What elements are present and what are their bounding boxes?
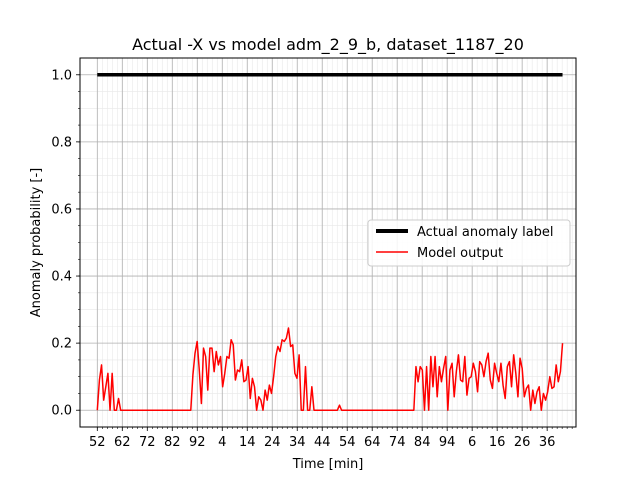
legend-label-actual: Actual anomaly label [417,225,554,240]
x-tick-label: 36 [539,435,556,450]
x-tick-label: 6 [468,435,476,450]
legend: Actual anomaly label Model output [367,219,571,267]
series-layer [96,73,564,411]
x-tick-label: 26 [514,435,531,450]
x-tick-label: 14 [239,435,256,450]
y-tick-label: 0.6 [51,202,72,217]
y-tick-label: 0.4 [51,270,72,285]
x-tick-label: 82 [164,435,181,450]
axis-ticks: 52 62 72 82 92 4 14 24 34 44 54 64 74 84 94 6 16 26 36 0.0 0… [51,68,573,450]
x-tick-label: 84 [414,435,431,450]
legend-box [367,219,571,267]
y-tick-label: 0.2 [51,337,72,352]
x-tick-label: 34 [289,435,306,450]
legend-label-model: Model output [417,246,503,261]
x-tick-label: 4 [218,435,226,450]
chart-title: Actual -X vs model adm_2_9_b, dataset_11… [132,35,524,55]
y-tick-label: 0.8 [51,135,72,150]
y-axis-label: Anomaly probability [-] [29,168,44,317]
x-tick-label: 64 [364,435,381,450]
x-tick-label: 54 [339,435,356,450]
y-tick-label: 1.0 [51,68,72,83]
x-tick-label: 24 [264,435,281,450]
x-tick-label: 44 [314,435,331,450]
x-tick-label: 74 [389,435,406,450]
x-tick-label: 52 [89,435,106,450]
x-tick-label: 94 [439,435,456,450]
y-tick-label: 0.0 [51,404,72,419]
x-tick-label: 72 [139,435,156,450]
x-tick-label: 62 [114,435,131,450]
x-tick-label: 92 [189,435,206,450]
x-axis-label: Time [min] [292,457,364,472]
x-tick-label: 16 [489,435,506,450]
series-model-output [96,327,564,411]
